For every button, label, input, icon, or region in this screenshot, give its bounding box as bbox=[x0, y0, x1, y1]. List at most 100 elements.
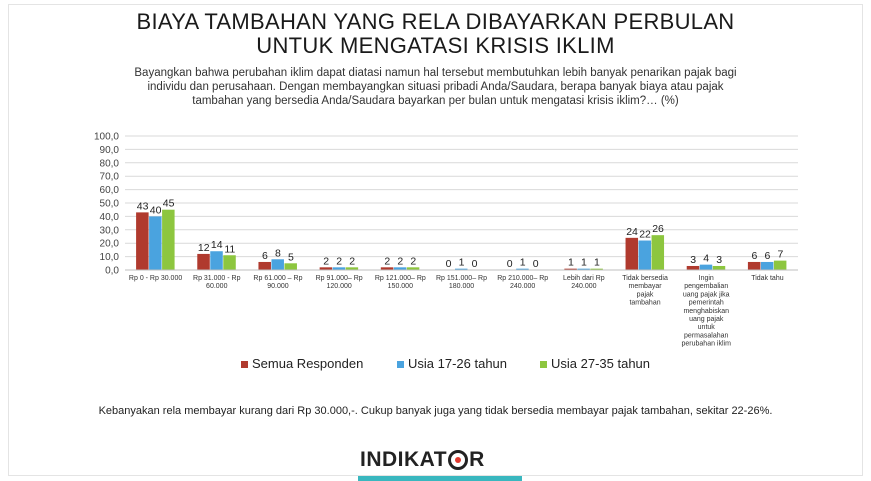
chart-subtitle: Bayangkan bahwa perubahan iklim dapat di… bbox=[80, 66, 791, 108]
x-tick-label-line: tambahan bbox=[629, 300, 660, 307]
bar bbox=[651, 235, 665, 270]
x-tick-label: Tidak bersedia membayar pajak tambahan bbox=[622, 275, 668, 307]
x-tick-label-line: Tidak tahu bbox=[751, 275, 784, 282]
data-label: 0 bbox=[533, 258, 539, 270]
x-tick-label: Rp 121.000– Rp 150.000 bbox=[375, 275, 426, 290]
data-label: 0 bbox=[472, 258, 478, 270]
data-label: 6 bbox=[751, 250, 757, 262]
bar bbox=[773, 260, 787, 270]
y-tick-label: 90,0 bbox=[100, 145, 120, 156]
x-tick-label: Rp 31.000 - Rp 60.000 bbox=[193, 275, 241, 290]
logo-text-end: R bbox=[469, 448, 485, 471]
x-tick-label: Rp 210.000– Rp 240.000 bbox=[497, 275, 548, 290]
data-label: 5 bbox=[288, 251, 294, 263]
data-label: 40 bbox=[150, 204, 162, 216]
legend-swatch bbox=[241, 361, 248, 368]
x-tick-label-line: Rp 121.000– Rp bbox=[375, 275, 426, 282]
data-label: 43 bbox=[137, 200, 149, 212]
y-tick-label: 40,0 bbox=[100, 212, 120, 223]
x-tick-label-line: 90.000 bbox=[267, 283, 289, 290]
y-tick-label: 10,0 bbox=[100, 252, 120, 263]
data-label: 6 bbox=[764, 250, 770, 262]
data-label: 6 bbox=[262, 250, 268, 262]
x-tick-label-line: 240.000 bbox=[571, 283, 596, 290]
bar bbox=[284, 263, 297, 270]
x-tick-label-line: menghabiskan bbox=[683, 308, 729, 315]
data-label: 7 bbox=[777, 249, 783, 261]
x-tick-label-line: perubahan iklim bbox=[682, 341, 732, 348]
bar bbox=[699, 264, 713, 270]
bar bbox=[223, 255, 236, 270]
data-label: 2 bbox=[349, 255, 355, 267]
bar bbox=[455, 268, 468, 270]
legend-label: Usia 17-26 tahun bbox=[408, 356, 507, 371]
x-tick-label-line: 240.000 bbox=[510, 283, 535, 290]
x-tick-label: Lebih dari Rp 240.000 bbox=[563, 275, 605, 290]
x-tick-label-line: Rp 0 - Rp 30.000 bbox=[129, 275, 182, 282]
x-tick-label-line: Rp 31.000 - Rp bbox=[193, 275, 241, 282]
data-label: 1 bbox=[581, 257, 587, 269]
legend-swatch bbox=[397, 361, 404, 368]
x-tick-label-line: 180.000 bbox=[449, 283, 474, 290]
data-label: 0 bbox=[507, 258, 513, 270]
data-label: 1 bbox=[568, 257, 574, 269]
bar bbox=[590, 268, 603, 270]
brand-bar bbox=[358, 476, 522, 481]
x-tick-label-line: uang pajak jika bbox=[683, 291, 730, 298]
bar bbox=[760, 261, 774, 270]
data-label: 2 bbox=[410, 255, 416, 267]
bar bbox=[564, 268, 577, 270]
x-tick-label-line: 120.000 bbox=[326, 283, 351, 290]
subtitle-line-1: Bayangkan bahwa perubahan iklim dapat di… bbox=[134, 67, 737, 79]
legend-label: Semua Responden bbox=[252, 356, 363, 371]
x-tick-label-line: Ingin bbox=[699, 275, 714, 282]
y-tick-label: 0,0 bbox=[105, 266, 119, 277]
bar bbox=[149, 216, 162, 270]
x-tick-label-line: pengembalian bbox=[684, 283, 728, 290]
x-tick-label-line: 60.000 bbox=[206, 283, 228, 290]
data-label: 2 bbox=[397, 255, 403, 267]
bar bbox=[258, 261, 271, 270]
y-tick-label: 80,0 bbox=[100, 158, 120, 169]
x-tick-label: Rp 151.000– Rp 180.000 bbox=[436, 275, 487, 290]
data-label: 45 bbox=[163, 198, 175, 210]
bar bbox=[210, 251, 223, 270]
bar bbox=[393, 267, 407, 270]
bar bbox=[577, 268, 590, 270]
bar bbox=[136, 212, 149, 270]
data-label: 3 bbox=[716, 254, 722, 266]
bar bbox=[625, 237, 639, 270]
x-tick-label-line: pemerintah bbox=[689, 300, 724, 307]
data-label: 1 bbox=[520, 257, 526, 269]
bar bbox=[406, 267, 420, 270]
x-tick-label-line: Lebih dari Rp bbox=[563, 275, 605, 282]
y-tick-label: 30,0 bbox=[100, 225, 120, 236]
data-label: 8 bbox=[275, 247, 281, 259]
bar bbox=[162, 209, 175, 270]
x-tick-label-line: pajak bbox=[637, 291, 654, 298]
bar bbox=[345, 267, 359, 270]
data-label: 14 bbox=[211, 239, 223, 251]
data-label: 4 bbox=[703, 253, 709, 265]
data-label: 2 bbox=[336, 255, 342, 267]
bar bbox=[516, 268, 529, 270]
bar bbox=[638, 240, 652, 270]
chart-note: Kebanyakan rela membayar kurang dari Rp … bbox=[98, 405, 773, 417]
x-tick-label-line: permasalahan bbox=[684, 332, 728, 339]
y-tick-label: 20,0 bbox=[100, 239, 120, 250]
x-tick-label-line: Tidak bersedia bbox=[622, 275, 668, 282]
x-tick-label: Rp 61.000 – Rp 90.000 bbox=[253, 275, 302, 290]
data-label: 3 bbox=[690, 254, 696, 266]
data-label: 2 bbox=[323, 255, 329, 267]
x-tick-label-line: Rp 61.000 – Rp bbox=[253, 275, 302, 282]
bar bbox=[332, 267, 346, 270]
chart-title: BIAYA TAMBAHAN YANG RELA DIBAYARKAN PERB… bbox=[0, 10, 871, 58]
data-label: 1 bbox=[459, 257, 465, 269]
y-tick-label: 60,0 bbox=[100, 185, 120, 196]
indikator-logo: INDIKAT R bbox=[360, 448, 485, 472]
bar bbox=[686, 265, 700, 270]
data-label: 26 bbox=[652, 223, 664, 235]
bar bbox=[319, 267, 333, 270]
slide-frame bbox=[8, 4, 863, 476]
x-tick-label-line: 150.000 bbox=[388, 283, 413, 290]
